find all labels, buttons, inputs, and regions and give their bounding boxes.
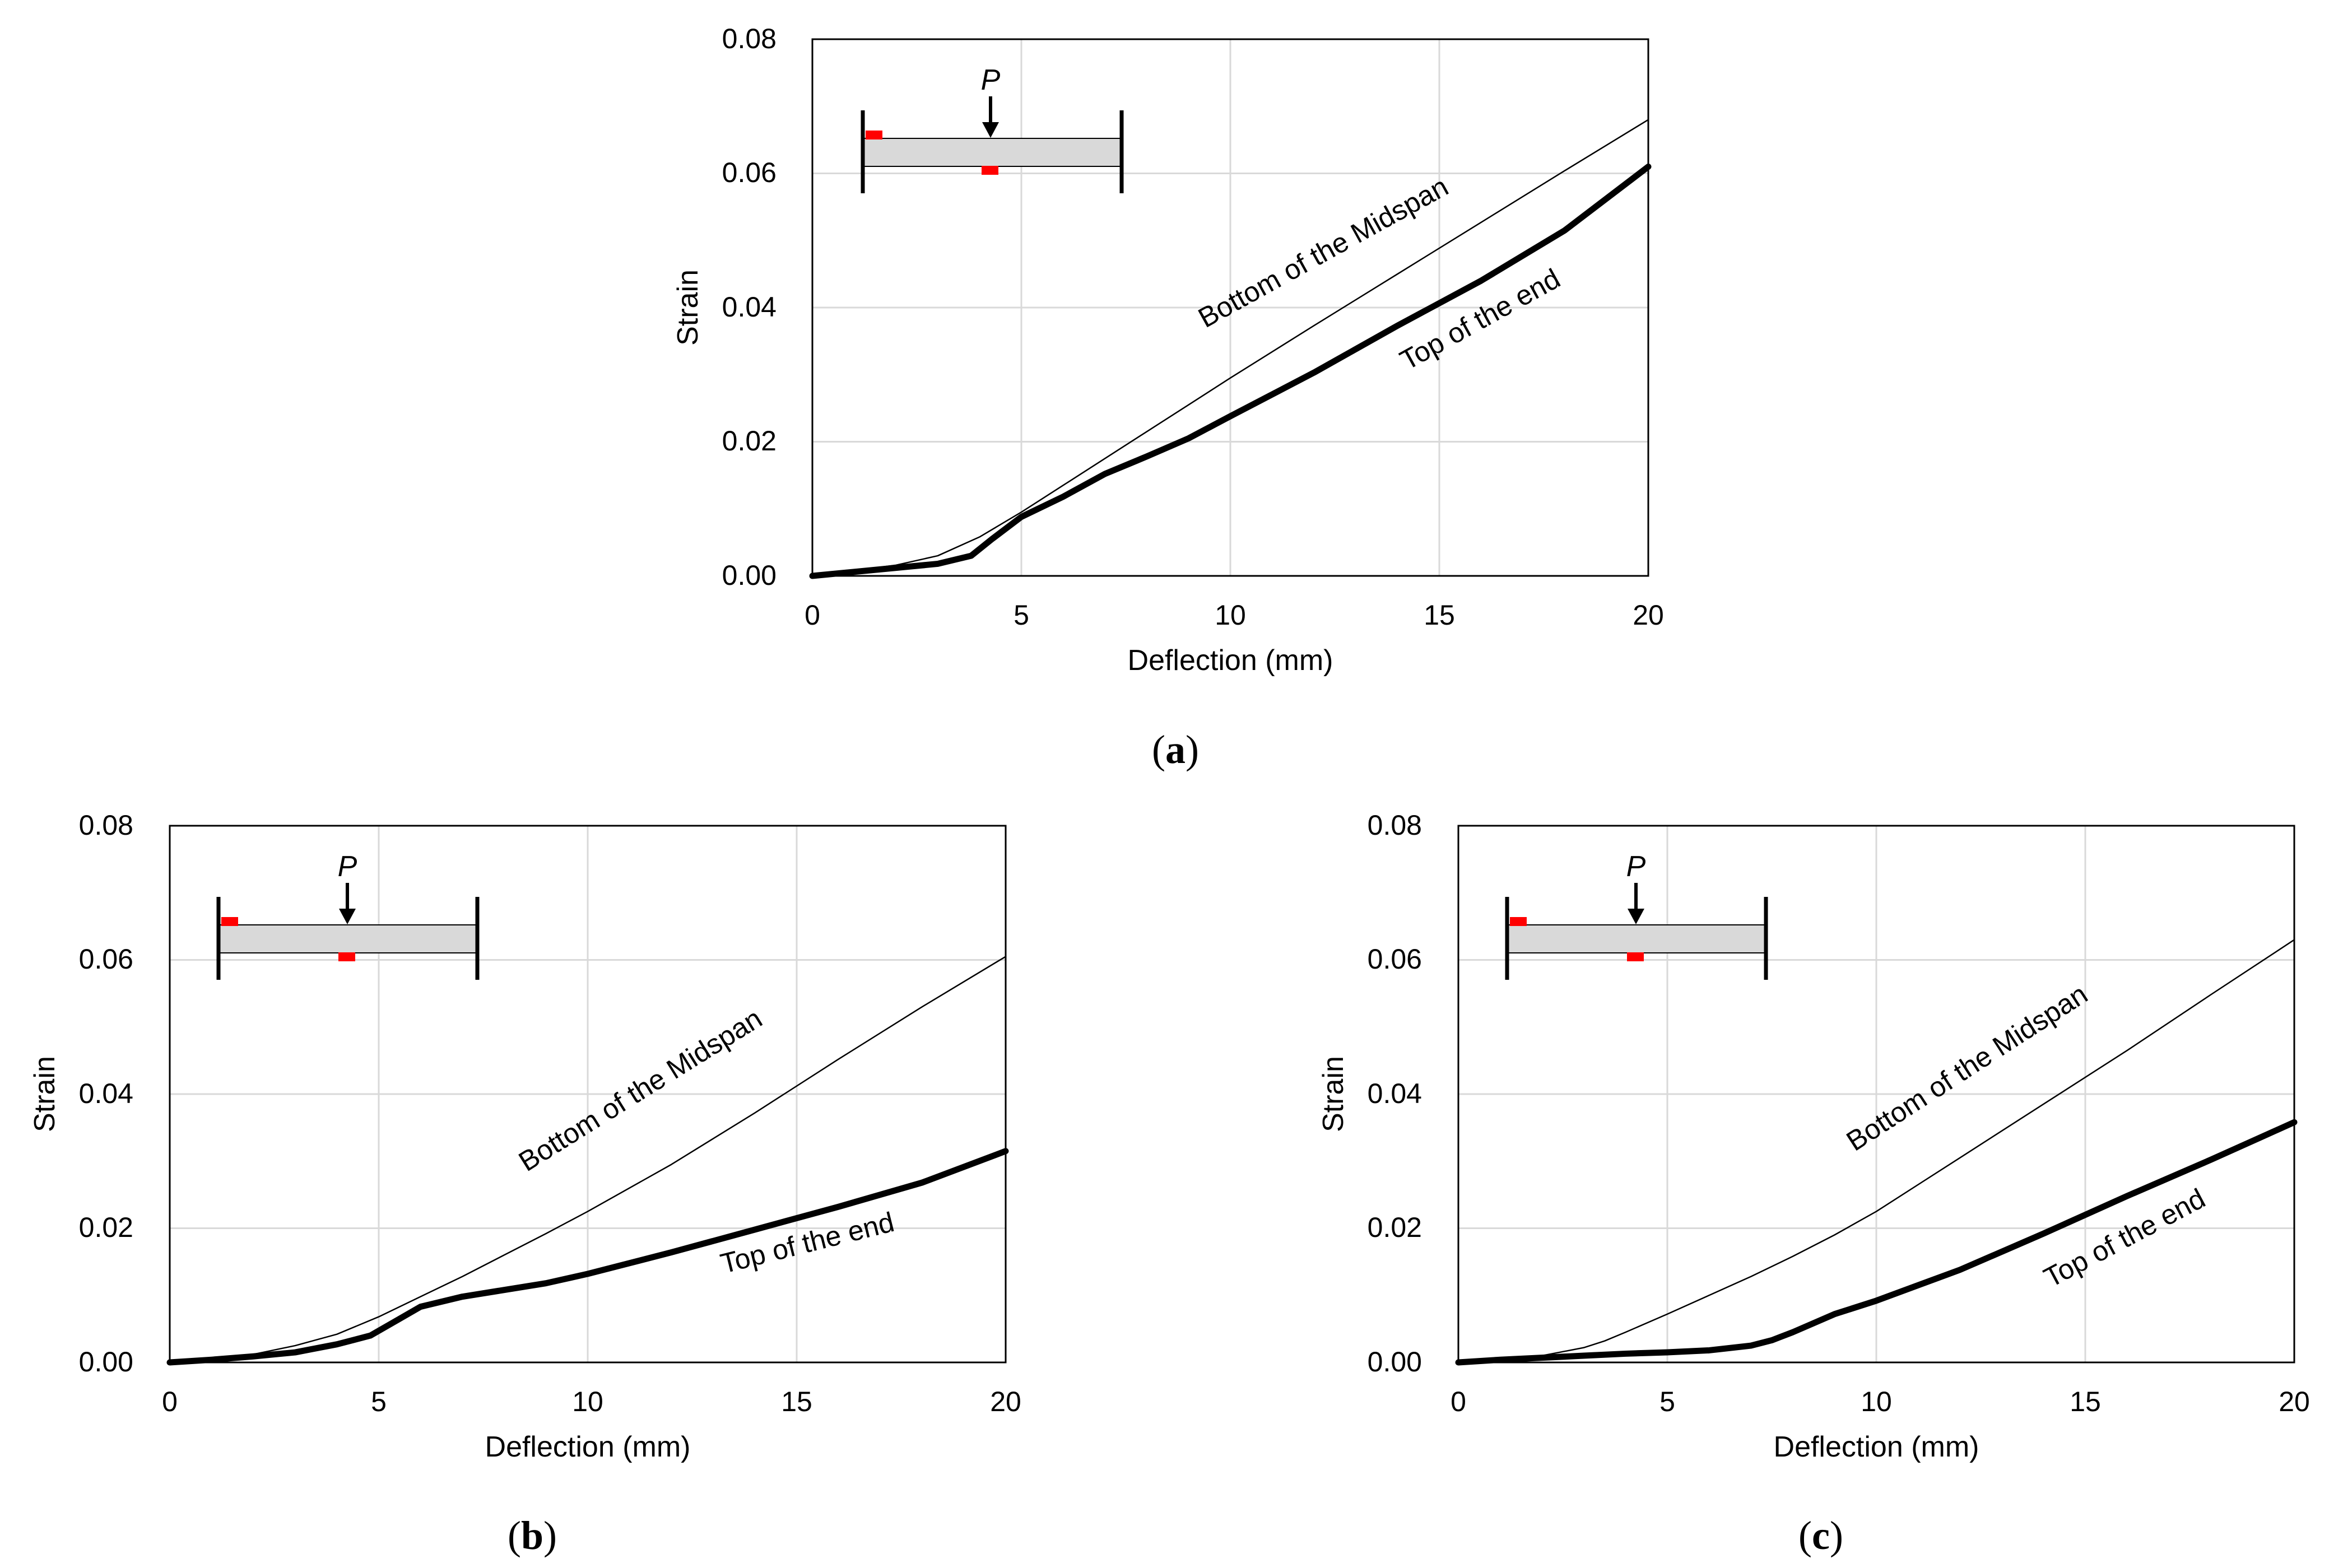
beam-inset-a: P <box>861 64 1124 193</box>
series-line-top-of-the-end <box>1455 1119 2298 1366</box>
xtick-label: 20 <box>990 1386 1021 1417</box>
ytick-label: 0.06 <box>1368 943 1422 975</box>
annotation-bottom-midspan: Bottom of the Midspan <box>1841 978 2093 1157</box>
beam <box>218 924 478 953</box>
strain-gauge-top-end <box>866 131 882 139</box>
load-label: P <box>981 64 1001 96</box>
annotation-bottom-midspan: Bottom of the Midspan <box>513 1002 768 1178</box>
beam <box>1507 924 1766 953</box>
ytick-label: 0.08 <box>1368 809 1422 841</box>
caption-letter: b <box>521 1513 543 1558</box>
plot-frame-b <box>169 825 1007 1364</box>
xtick-label: 5 <box>1014 599 1029 631</box>
strain-gauge-bottom-midspan <box>982 166 998 175</box>
xtick-label: 10 <box>1215 599 1246 631</box>
caption-c: (c) <box>1798 1513 1843 1558</box>
strain-gauge-top-end <box>1510 917 1527 926</box>
strain-gauge-top-end <box>221 917 238 926</box>
ytick-label: 0.00 <box>1368 1346 1422 1378</box>
xtick-label: 0 <box>1451 1386 1466 1417</box>
ytick-label: 0.08 <box>79 809 133 841</box>
grid-b <box>170 826 1006 1362</box>
strain-gauge-bottom-midspan <box>338 952 355 961</box>
caption-letter: a <box>1165 727 1186 772</box>
xtick-label: 0 <box>162 1386 178 1417</box>
ytick-label: 0.06 <box>79 943 133 975</box>
annotation-bottom-midspan: Bottom of the Midspan <box>1193 170 1453 334</box>
caption-letter: c <box>1812 1513 1830 1558</box>
series-a <box>809 119 1652 579</box>
beam <box>862 138 1122 167</box>
panel-b: 0.00 0.02 0.04 0.06 0.08 0 5 10 15 20 De… <box>29 809 1021 1558</box>
y-axis-title: Strain <box>29 1056 61 1132</box>
ytick-label: 0.02 <box>722 425 777 457</box>
load-arrow-icon <box>982 122 999 138</box>
ytick-label: 0.00 <box>722 560 777 591</box>
ytick-label: 0.04 <box>722 291 777 323</box>
series-line-bottom-of-the-midspan <box>811 119 1649 577</box>
xtick-label: 10 <box>572 1386 603 1417</box>
ytick-label: 0.00 <box>79 1346 133 1378</box>
x-axis-title: Deflection (mm) <box>1774 1431 1979 1463</box>
ytick-label: 0.08 <box>722 23 777 54</box>
xtick-label: 0 <box>805 599 820 631</box>
x-axis-title: Deflection (mm) <box>1128 644 1333 677</box>
ytick-label: 0.04 <box>79 1078 133 1109</box>
load-arrow-icon <box>339 909 356 924</box>
plot-frame-a <box>811 38 1649 577</box>
series-line-bottom-of-the-midspan <box>169 956 1007 1364</box>
series-line-top-of-the-end <box>166 1148 1009 1366</box>
caption-b: (b) <box>508 1513 557 1558</box>
ytick-label: 0.04 <box>1368 1078 1422 1109</box>
load-arrow-icon <box>1628 909 1644 924</box>
xtick-label: 10 <box>1861 1386 1892 1417</box>
series-line-top-of-the-end <box>809 164 1652 579</box>
beam-inset-b: P <box>216 850 480 980</box>
xtick-label: 15 <box>1424 599 1455 631</box>
xtick-label: 20 <box>2279 1386 2310 1417</box>
series-line-bottom-of-the-midspan <box>1457 939 2295 1364</box>
ytick-label: 0.06 <box>722 157 777 188</box>
xtick-label: 20 <box>1633 599 1664 631</box>
xtick-label: 5 <box>1659 1386 1675 1417</box>
beam-inset-c: P <box>1505 850 1768 980</box>
load-label: P <box>1626 850 1646 883</box>
panel-a: 0.00 0.02 0.04 0.06 0.08 0 5 10 15 20 De… <box>672 23 1664 772</box>
x-axis-title: Deflection (mm) <box>485 1431 691 1463</box>
load-label: P <box>338 850 357 883</box>
grid-c <box>1458 826 2294 1362</box>
xtick-label: 15 <box>781 1386 812 1417</box>
panel-c: 0.00 0.02 0.04 0.06 0.08 0 5 10 15 20 De… <box>1317 809 2310 1558</box>
ytick-label: 0.02 <box>79 1212 133 1243</box>
y-axis-title: Strain <box>1317 1056 1350 1132</box>
series-c <box>1455 939 2298 1366</box>
plot-frame-c <box>1457 825 2295 1364</box>
grid-a <box>812 39 1648 576</box>
xtick-label: 15 <box>2070 1386 2101 1417</box>
series-b <box>166 956 1009 1366</box>
y-axis-title: Strain <box>672 269 704 346</box>
xtick-label: 5 <box>371 1386 387 1417</box>
strain-gauge-bottom-midspan <box>1627 952 1644 961</box>
ytick-label: 0.02 <box>1368 1212 1422 1243</box>
caption-a: (a) <box>1152 727 1199 772</box>
